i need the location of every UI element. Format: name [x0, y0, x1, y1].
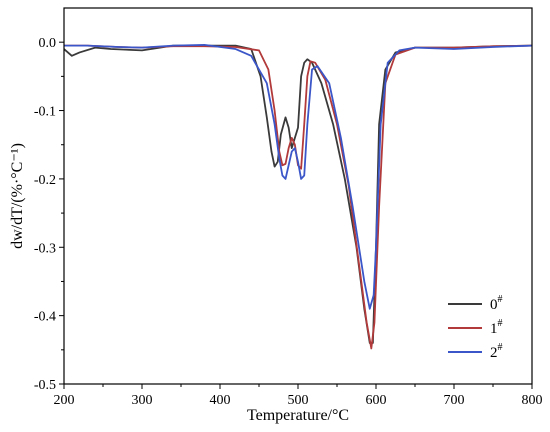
series-layer: [64, 44, 532, 350]
legend-label-2: 2#: [490, 342, 503, 361]
legend-label-1: 1#: [490, 318, 503, 337]
y-tick-label: -0.5: [34, 378, 56, 393]
x-tick-label: 700: [444, 393, 465, 408]
legend-label-0: 0#: [490, 294, 503, 313]
y-tick-label: -0.3: [34, 241, 56, 256]
y-axis: 0.0 -0.1 -0.2 -0.3 -0.4 -0.5: [34, 36, 64, 393]
x-axis: 200 300 400 500 600 700 800: [54, 384, 543, 408]
y-tick-label: -0.1: [34, 105, 56, 120]
x-tick-label: 200: [54, 393, 75, 408]
x-tick-label: 800: [522, 393, 543, 408]
y-axis-label: dw/dT/(%·°C⁻¹): [9, 143, 26, 249]
y-tick-label: 0.0: [39, 36, 57, 51]
y-tick-label: -0.4: [34, 310, 56, 325]
x-tick-label: 300: [132, 393, 153, 408]
x-tick-label: 500: [288, 393, 309, 408]
series-line-2: [64, 44, 532, 310]
x-axis-label: Temperature/°C: [247, 407, 349, 424]
x-tick-label: 600: [366, 393, 387, 408]
x-tick-label: 400: [210, 393, 231, 408]
series-line-0: [64, 44, 532, 344]
legend: 0# 1# 2#: [448, 294, 503, 361]
series-line-1: [64, 44, 532, 350]
y-tick-label: -0.2: [34, 173, 56, 188]
